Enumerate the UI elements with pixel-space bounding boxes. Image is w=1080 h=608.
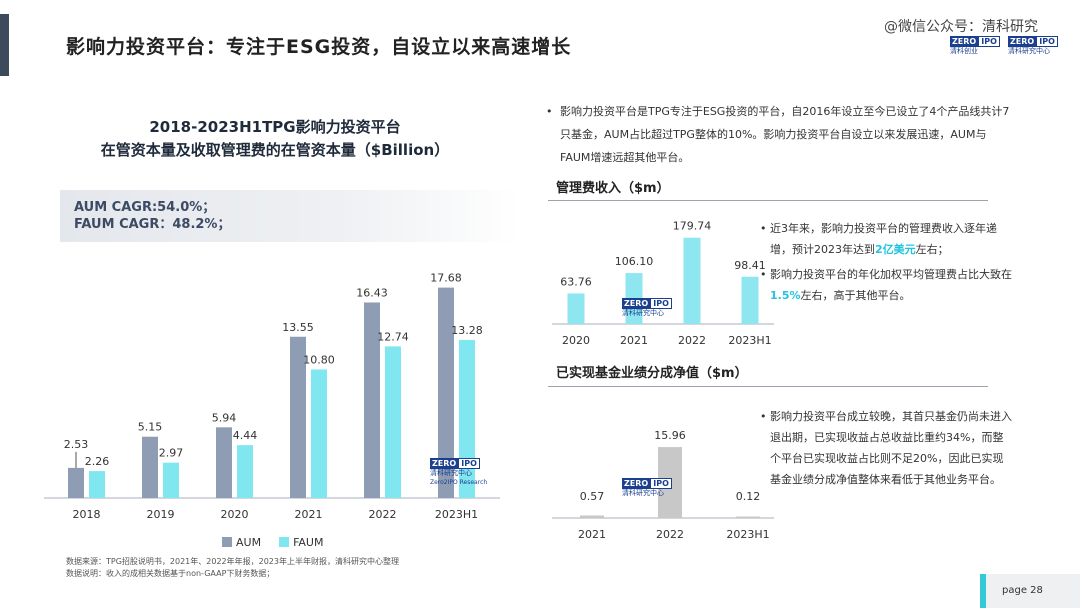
legend-faum-swatch	[279, 537, 290, 547]
carry-notes: • 影响力投资平台成立较晚，其首只基金仍尚未进入退出期，已实现收益占总收益比重约3…	[760, 406, 1014, 494]
chart-watermark-logo: ZERO IPO 清科研究中心 Zero2IPO Research	[430, 458, 488, 486]
data-label-aum-2022: 16.43	[356, 286, 388, 299]
fee-data-label-2022: 179.74	[673, 220, 712, 233]
carry-data-label-2022: 15.96	[654, 429, 686, 442]
fee-tick-label-2022: 2022	[678, 334, 706, 347]
source-notes: 数据来源：TPG招股说明书，2021年、2022年年报，2023年上半年财报，清…	[66, 556, 399, 580]
fee-chart-watermark: ZERO IPO 清科研究中心	[622, 298, 672, 320]
fee-data-label-2023H1: 98.41	[734, 259, 766, 272]
bar-faum-2022	[385, 346, 401, 498]
data-label-faum-2019: 2.97	[159, 447, 184, 460]
management-fee-bar-chart: 63.76 2020 106.10 2021 179.74 2022 98.41 2023H1	[552, 220, 774, 347]
chart-title-line2: 在管资本量及收取管理费的在管资本量（$Billion）	[100, 141, 450, 159]
carry-bar-2021	[580, 515, 604, 518]
carry-note-1: • 影响力投资平台成立较晚，其首只基金仍尚未进入退出期，已实现收益占总收益比重约3…	[760, 410, 1012, 486]
bar-aum-2018	[68, 467, 84, 498]
tick-label-2023H1: 2023H1	[435, 508, 478, 521]
aum-faum-bar-chart: 2.53 2.26 2018 5.15 2.97 2019 5.94 4.44 2020 13.5…	[44, 272, 500, 521]
bullet-dot: •	[546, 105, 553, 118]
bar-faum-2018	[89, 471, 105, 498]
zero2ipo-logo-left: ZERO IPO 清科创业	[950, 36, 1000, 58]
intro-bullet: • 影响力投资平台是TPG专注于ESG投资的平台，自2016年设立至今已设立了4…	[546, 100, 1016, 169]
bar-aum-2023H1	[438, 287, 454, 498]
carry-section-title: 已实现基金业绩分成净值（$m）	[556, 366, 748, 381]
carry-tick-label-2023H1: 2023H1	[726, 528, 769, 541]
bar-faum-2019	[163, 462, 179, 498]
data-label-aum-2023H1: 17.68	[430, 272, 462, 285]
data-label-aum-2018: 2.53	[64, 438, 89, 451]
bar-aum-2021	[290, 336, 306, 498]
legend-aum-swatch	[222, 537, 232, 547]
fee-tick-label-2023H1: 2023H1	[728, 334, 771, 347]
tick-label-2020: 2020	[221, 508, 249, 521]
left-accent-bar	[0, 14, 9, 76]
data-label-aum-2020: 5.94	[212, 411, 237, 424]
data-label-faum-2021: 10.80	[303, 353, 335, 366]
tick-label-2018: 2018	[73, 508, 101, 521]
carry-divider	[548, 386, 988, 387]
cagr-box: AUM CAGR:54.0%； FAUM CAGR：48.2%；	[60, 190, 520, 242]
wechat-watermark: @微信公众号：清科研究	[884, 19, 1038, 35]
page-number: page 28	[986, 574, 1080, 608]
fee-note-1: • 近3年来，影响力投资平台的管理费收入逐年递增，预计2023年达到2亿美元左右；	[760, 222, 997, 256]
chart-legend: AUM FAUM	[222, 536, 323, 549]
fee-bar-2022	[683, 237, 701, 324]
data-label-faum-2018: 2.26	[85, 455, 110, 468]
zero2ipo-logo-right: ZERO IPO 清科研究中心	[1008, 36, 1058, 58]
bar-aum-2019	[142, 436, 158, 498]
cagr-faum: FAUM CAGR：48.2%；	[74, 217, 231, 232]
chart-title-line1: 2018-2023H1TPG影响力投资平台	[149, 118, 401, 136]
fee-section-title: 管理费收入（$m）	[556, 181, 670, 196]
data-label-faum-2023H1: 13.28	[451, 324, 483, 337]
fee-notes: • 近3年来，影响力投资平台的管理费收入逐年递增，预计2023年达到2亿美元左右；…	[760, 218, 1014, 310]
carry-chart-watermark: ZERO IPO 清科研究中心	[622, 478, 672, 500]
carry-data-label-2021: 0.57	[580, 490, 605, 503]
fee-bar-2023H1	[741, 276, 759, 324]
fee-bar-2020	[567, 293, 585, 324]
carry-bar-2023H1	[736, 516, 760, 518]
page-title: 影响力投资平台：专注于ESG投资，自设立以来高速增长	[66, 36, 572, 58]
fee-tick-label-2020: 2020	[562, 334, 590, 347]
fee-note-2: • 影响力投资平台的年化加权平均管理费占比大致在1.5%左右，高于其他平台。	[760, 268, 1012, 302]
fee-tick-label-2021: 2021	[620, 334, 648, 347]
legend-faum: FAUM	[279, 536, 323, 549]
fee-data-label-2020: 63.76	[560, 275, 592, 288]
carry-data-label-2023H1: 0.12	[736, 490, 761, 503]
carry-tick-label-2022: 2022	[656, 528, 684, 541]
data-explanation: 数据说明：收入的成相关数据基于non-GAAP下财务数据；	[66, 569, 275, 578]
fee-divider	[548, 200, 988, 201]
bar-faum-2021	[311, 369, 327, 498]
page-accent	[980, 574, 986, 608]
data-label-aum-2021: 13.55	[282, 321, 314, 334]
data-label-aum-2019: 5.15	[138, 421, 163, 434]
intro-text: 影响力投资平台是TPG专注于ESG投资的平台，自2016年设立至今已设立了4个产…	[560, 105, 1010, 164]
bar-faum-2020	[237, 445, 253, 498]
data-label-faum-2020: 4.44	[233, 429, 258, 442]
tick-label-2022: 2022	[369, 508, 397, 521]
cagr-aum: AUM CAGR:54.0%；	[74, 200, 216, 215]
tick-label-2019: 2019	[147, 508, 175, 521]
tick-label-2021: 2021	[295, 508, 323, 521]
carry-bar-chart: 0.57 2021 15.96 2022 0.12 2023H1	[552, 429, 774, 541]
legend-aum: AUM	[222, 536, 261, 549]
carry-tick-label-2021: 2021	[578, 528, 606, 541]
bar-aum-2020	[216, 427, 232, 498]
fee-data-label-2021: 106.10	[615, 255, 654, 268]
bar-aum-2022	[364, 302, 380, 498]
data-source: 数据来源：TPG招股说明书，2021年、2022年年报，2023年上半年财报，清…	[66, 557, 399, 566]
data-label-faum-2022: 12.74	[377, 330, 409, 343]
